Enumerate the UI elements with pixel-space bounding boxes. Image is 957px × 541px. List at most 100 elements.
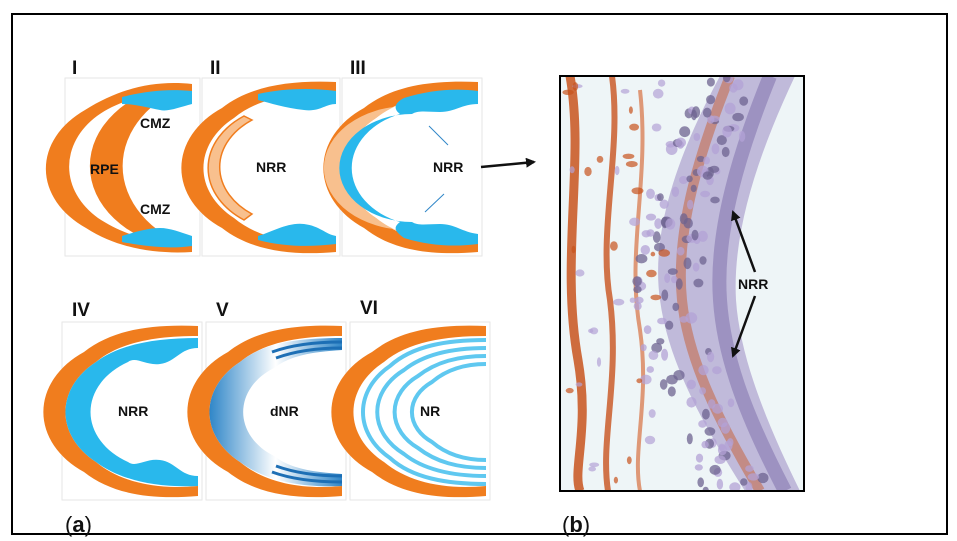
nucleus — [716, 135, 727, 146]
stain-cell — [644, 435, 656, 445]
nucleus — [635, 254, 648, 264]
stage-iii: III NRR — [323, 58, 483, 257]
stage-vi-nr-arc-4 — [409, 362, 487, 462]
stage-i-label-rpe: RPE — [90, 161, 119, 177]
nucleus — [651, 342, 663, 353]
nucleus — [704, 427, 716, 436]
micrograph-arrow-down — [731, 295, 757, 358]
stage-iii-light-layer — [323, 104, 408, 232]
nucleus — [739, 96, 749, 106]
nucleus — [646, 229, 655, 237]
nucleus — [671, 186, 680, 197]
stage-i-numeral: I — [72, 58, 77, 79]
nucleus — [643, 325, 652, 334]
nucleus — [672, 302, 680, 312]
nucleus — [691, 109, 697, 121]
stain-cell — [614, 165, 620, 176]
nucleus — [690, 184, 697, 193]
stain-cell — [629, 123, 639, 131]
nucleus — [716, 478, 724, 490]
stain-cell — [588, 328, 594, 333]
stain-cell — [589, 462, 600, 468]
stain-cell — [650, 294, 662, 301]
nucleus — [694, 464, 703, 471]
nucleus — [640, 344, 647, 352]
nucleus — [697, 477, 704, 488]
stage-i: I CMZ RPE CMZ — [45, 58, 201, 257]
stage-iv-label-nrr: NRR — [118, 403, 148, 419]
stage-ii-nrr-top — [258, 89, 336, 111]
stage-ii: II NRR — [181, 58, 341, 257]
stage-ii-numeral: II — [210, 58, 221, 79]
stage-ii-label-nrr: NRR — [256, 159, 286, 175]
nucleus — [661, 348, 669, 361]
nucleus — [709, 464, 721, 475]
stage-i-rpe — [89, 84, 192, 248]
nucleus — [654, 242, 665, 252]
stage-iv-nrr — [65, 338, 198, 487]
nucleus — [691, 229, 699, 241]
stain-cell — [588, 466, 596, 472]
stage-i-label-cmz-top: CMZ — [140, 115, 171, 131]
nucleus — [702, 408, 710, 420]
nucleus — [707, 351, 715, 363]
nucleus — [745, 465, 754, 472]
stain-cell — [620, 88, 630, 94]
nucleus — [686, 379, 697, 390]
nucleus — [640, 245, 650, 255]
nucleus — [676, 246, 685, 256]
stage-vi-nr-arc-2 — [375, 346, 487, 478]
nucleus — [665, 218, 676, 230]
stage-i-label-cmz-bottom: CMZ — [140, 201, 171, 217]
stage-i-cmz-bottom — [122, 228, 192, 248]
nucleus — [654, 218, 663, 230]
nucleus — [700, 190, 711, 198]
nucleus — [632, 276, 642, 287]
stain-cell — [646, 269, 657, 278]
stage-iii-numeral: III — [350, 58, 366, 79]
stain-cell — [648, 409, 656, 418]
nucleus — [740, 478, 748, 486]
stage-iv: IV NRR — [43, 300, 203, 501]
nucleus — [679, 213, 688, 225]
nucleus — [675, 137, 686, 148]
micrograph-label-nrr: NRR — [738, 276, 768, 292]
stain-cell — [652, 88, 664, 99]
nucleus — [667, 386, 676, 397]
stain-cell — [658, 249, 670, 257]
stage-i-cmz-top — [122, 90, 192, 111]
nucleus — [745, 482, 753, 491]
stain-cell — [631, 187, 644, 195]
nucleus — [698, 365, 709, 376]
stain-cell — [651, 123, 662, 132]
nucleus — [667, 268, 678, 275]
stain-cell — [613, 298, 625, 306]
stage-v-dnr — [209, 338, 342, 487]
nucleus — [646, 366, 654, 373]
stain-cell — [562, 89, 574, 96]
nucleus — [722, 125, 732, 138]
nucleus — [721, 146, 730, 158]
nucleus — [712, 403, 723, 414]
nucleus — [710, 196, 720, 204]
nucleus — [706, 77, 715, 87]
nucleus — [633, 302, 642, 311]
nucleus — [709, 165, 720, 173]
nucleus — [687, 199, 694, 210]
nucleus — [659, 199, 669, 209]
nucleus — [693, 133, 701, 141]
stage-iv-rpe — [43, 325, 198, 498]
stage-v-label-dnr: dNR — [270, 403, 299, 419]
stage-vi-label-nr: NR — [420, 403, 440, 419]
stain-cell — [565, 387, 574, 394]
stage-iii-label-nrr: NRR — [433, 159, 463, 175]
panel-a-caption: (a) — [65, 512, 92, 537]
nucleus — [686, 397, 697, 408]
nucleus — [633, 285, 642, 294]
micrograph-arrow-up — [731, 210, 757, 273]
nucleus — [714, 455, 726, 465]
nucleus — [675, 278, 683, 290]
stain-cell — [613, 476, 619, 484]
stain-cell — [650, 251, 656, 257]
